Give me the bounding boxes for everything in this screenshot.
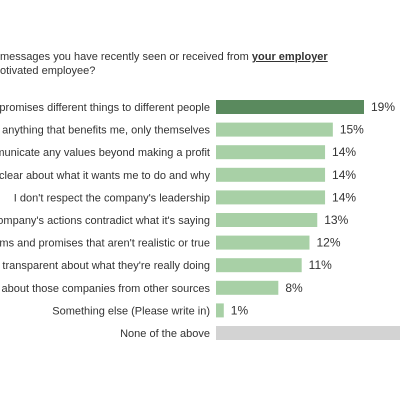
question-line-1: messages you have recently seen or recei…	[0, 50, 400, 64]
category-label: or transparent about what they're really…	[0, 260, 210, 272]
category-label: y promises different things to different…	[0, 102, 210, 114]
bar	[216, 280, 279, 295]
value-label: 14%	[332, 190, 356, 204]
value-label: 12%	[316, 236, 340, 250]
category-label: ot clear about what it wants me to do an…	[0, 170, 210, 182]
question-emphasis: your employer	[251, 51, 328, 63]
value-label: 13%	[324, 213, 348, 227]
bar	[216, 258, 302, 273]
value-label: 8%	[285, 281, 303, 295]
question-line-1-text: messages you have recently seen or recei…	[0, 51, 252, 63]
value-label: 11%	[309, 258, 332, 272]
category-label: I don't respect the company's leadership	[14, 192, 210, 204]
value-label: 14%	[332, 168, 356, 182]
category-label: company's actions contradict what it's s…	[0, 215, 210, 227]
question-line-2: otivated employee?	[0, 65, 96, 77]
bar	[216, 145, 326, 160]
bar	[216, 122, 333, 137]
category-label: aims and promises that aren't realistic …	[0, 238, 210, 250]
bar	[216, 326, 400, 340]
category-label: Something else (Please write in)	[52, 305, 210, 317]
bar	[216, 213, 318, 227]
bar	[216, 235, 310, 250]
value-label: 14%	[332, 145, 356, 159]
category-label: mmunicate any values beyond making a pro…	[0, 147, 210, 159]
category-label: ut anything that benefits me, only thems…	[0, 125, 210, 137]
bar	[216, 167, 326, 182]
category-label: None of the above	[120, 328, 210, 340]
value-label: 15%	[340, 123, 364, 137]
bar	[216, 100, 364, 114]
category-label: gs about those companies from other sour…	[0, 283, 210, 295]
bar	[216, 190, 326, 205]
value-label: 19%	[371, 100, 395, 114]
value-label: 1%	[231, 303, 249, 317]
survey-question: messages you have recently seen or recei…	[0, 50, 400, 78]
bar	[216, 303, 224, 318]
